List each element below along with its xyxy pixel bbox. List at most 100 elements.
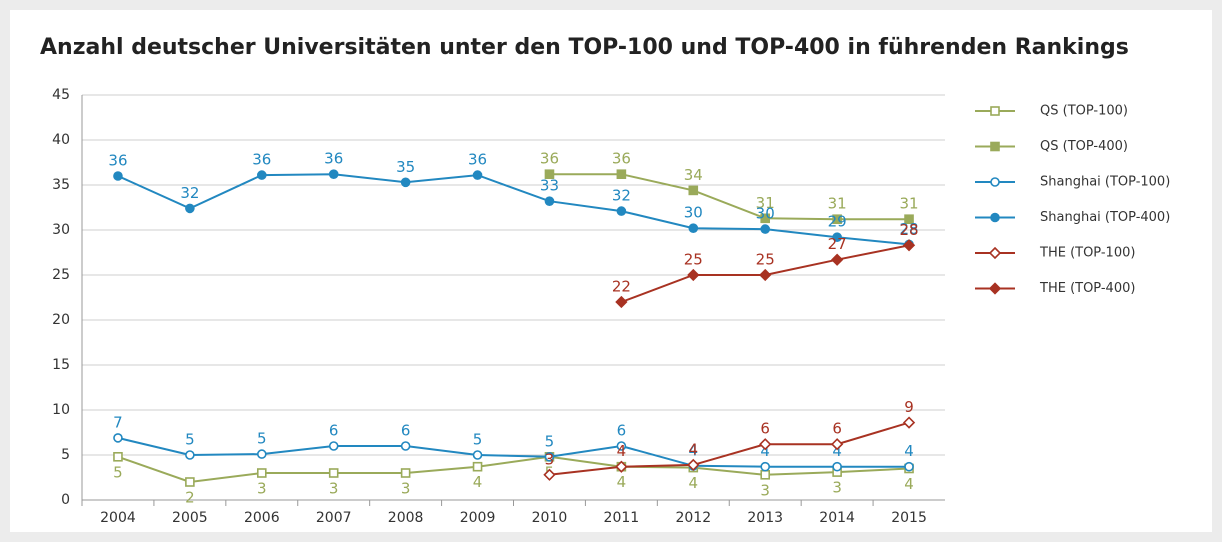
point — [400, 441, 411, 451]
legend-marker — [990, 212, 1000, 223]
point — [400, 177, 411, 188]
point — [759, 438, 772, 451]
point — [113, 171, 123, 181]
series-line — [117, 436, 910, 468]
data-label: 4 — [617, 442, 627, 460]
data-label: 30 — [756, 205, 775, 223]
point — [185, 203, 195, 214]
data-label: 36 — [612, 150, 631, 168]
data-label: 7 — [113, 413, 123, 431]
data-label: 29 — [828, 213, 847, 231]
legend-label: THE (TOP-400) — [1039, 281, 1135, 296]
data-label: 4 — [473, 473, 483, 491]
point — [760, 461, 771, 472]
data-label: 25 — [684, 251, 703, 269]
y-tick-label: 15 — [52, 357, 70, 373]
x-tick-label: 2014 — [819, 510, 855, 526]
point — [904, 461, 914, 472]
data-label: 28 — [899, 220, 918, 238]
data-label: 6 — [617, 422, 627, 440]
point — [256, 449, 267, 459]
y-tick-label: 10 — [52, 402, 70, 418]
series-line — [549, 421, 910, 476]
legend-label: QS (TOP-100) — [1040, 104, 1128, 119]
point — [400, 468, 411, 478]
data-label: 31 — [756, 194, 775, 212]
legend-label: Shanghai (TOP-400) — [1040, 210, 1170, 225]
data-label: 6 — [832, 420, 842, 438]
x-tick-label: 2010 — [532, 510, 568, 526]
point — [687, 458, 700, 472]
point — [615, 295, 628, 309]
legend-marker — [990, 106, 1000, 116]
legend-marker — [990, 141, 1000, 152]
point — [687, 268, 700, 282]
point — [185, 450, 195, 460]
data-label: 9 — [904, 398, 914, 416]
data-label: 36 — [108, 152, 127, 170]
point — [543, 468, 556, 481]
point — [544, 196, 555, 206]
point — [830, 438, 844, 451]
point — [185, 477, 195, 487]
data-label: 5 — [545, 432, 555, 450]
data-label: 32 — [180, 184, 199, 202]
point — [760, 213, 771, 224]
data-label: 4 — [904, 475, 914, 493]
point — [902, 416, 916, 429]
data-label: 30 — [684, 204, 703, 222]
y-tick-label: 0 — [61, 492, 70, 508]
y-tick-label: 5 — [61, 447, 70, 463]
point — [760, 469, 771, 480]
legend-label: QS (TOP-400) — [1040, 139, 1128, 154]
data-label: 34 — [684, 166, 703, 184]
data-label: 3 — [760, 481, 770, 499]
x-tick-label: 2011 — [604, 510, 640, 526]
data-label: 3 — [257, 480, 267, 498]
y-tick-label: 25 — [52, 267, 70, 283]
point — [328, 468, 339, 478]
chart-title: Anzahl deutscher Universitäten unter den… — [40, 35, 1129, 60]
data-label: 6 — [401, 422, 411, 440]
x-tick-label: 2006 — [244, 510, 280, 526]
y-tick-label: 40 — [52, 132, 70, 148]
data-label: 4 — [832, 442, 842, 460]
data-label: 25 — [756, 251, 775, 269]
y-tick-label: 45 — [52, 87, 70, 103]
legend-label: THE (TOP-100) — [1039, 246, 1135, 261]
data-label: 4 — [904, 442, 914, 460]
series-line — [117, 173, 910, 246]
point — [832, 232, 842, 242]
point — [328, 441, 339, 451]
point — [760, 224, 771, 234]
point — [472, 450, 483, 460]
x-tick-label: 2013 — [747, 510, 783, 526]
point — [472, 170, 483, 180]
data-label: 4 — [689, 440, 699, 458]
data-label: 32 — [612, 187, 631, 205]
x-tick-label: 2015 — [891, 510, 927, 526]
data-label: 4 — [689, 474, 699, 492]
point — [688, 223, 699, 233]
x-tick-label: 2005 — [172, 510, 208, 526]
x-tick-label: 2008 — [388, 510, 424, 526]
point — [256, 170, 267, 180]
data-label: 4 — [760, 442, 770, 460]
point — [832, 214, 842, 224]
x-tick-label: 2012 — [675, 510, 711, 526]
data-label: 6 — [760, 420, 770, 438]
point — [256, 468, 267, 478]
series-line — [117, 455, 910, 484]
data-label: 27 — [828, 235, 847, 253]
point — [759, 268, 772, 282]
data-label: 5 — [185, 431, 195, 449]
point — [616, 206, 627, 216]
data-label: 36 — [252, 151, 271, 169]
point — [616, 169, 627, 179]
point — [113, 433, 123, 443]
data-label: 35 — [396, 158, 415, 176]
point — [328, 169, 339, 179]
point — [544, 451, 555, 462]
x-tick-label: 2009 — [460, 510, 496, 526]
